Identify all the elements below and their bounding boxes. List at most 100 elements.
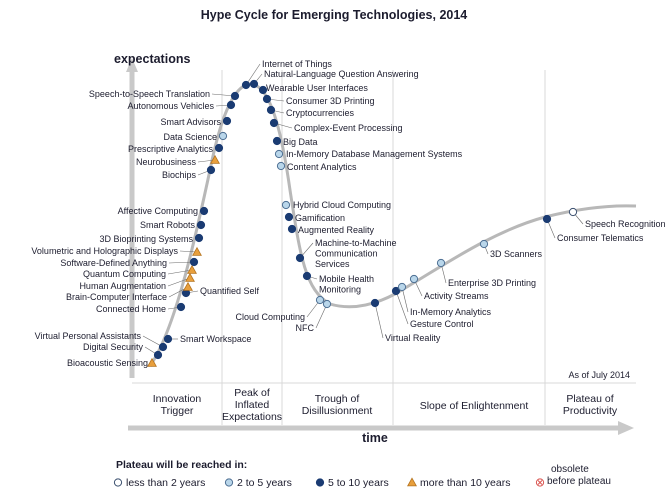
tech-label-volumetric-and-holographic-displays: Volumetric and Holographic Displays <box>31 246 178 256</box>
marker-software-defined-anything <box>189 257 199 267</box>
x-axis-label: time <box>362 431 388 445</box>
phase-labels: Innovation Trigger Peak of Inflated Expectat… <box>153 387 618 423</box>
tech-label-cryptocurrencies: Cryptocurrencies <box>286 108 355 118</box>
phase-label-slope-of-enlightenment: Slope of Enlightenment <box>420 400 529 412</box>
technology-markers <box>147 79 578 367</box>
phase-label-innovation-trigger: Innovation Trigger <box>153 393 202 417</box>
tech-label-content-analytics: Content Analytics <box>287 162 357 172</box>
marker-machine-to-machine-communication-services <box>295 253 305 263</box>
leader-software-defined-anything <box>168 261 195 264</box>
tech-label-consumer-3d-printing: Consumer 3D Printing <box>286 96 375 106</box>
marker-augmented-reality <box>287 224 297 234</box>
tech-label-biochips: Biochips <box>162 170 197 180</box>
tech-label-neurobusiness: Neurobusiness <box>136 157 197 167</box>
legend-label-gt10: more than 10 years <box>420 477 510 489</box>
marker-in-memory-database-management-systems <box>274 149 284 159</box>
tech-label-speech-recognition: Speech Recognition <box>585 219 666 229</box>
leader-virtual-reality <box>374 302 384 339</box>
tech-label-in-memory-analytics: In-Memory Analytics <box>410 307 492 317</box>
tech-label-activity-streams: Activity Streams <box>424 291 489 301</box>
tech-label-connected-home: Connected Home <box>96 304 166 314</box>
marker-digital-security <box>153 350 163 360</box>
legend: Plateau will be reached in: less than 2 … <box>113 459 611 489</box>
tech-label-cloud-computing: Cloud Computing <box>235 312 305 322</box>
marker-complex-event-processing <box>269 118 279 128</box>
marker-biochips <box>206 165 216 175</box>
legend-title: Plateau will be reached in: <box>116 459 247 471</box>
marker-content-analytics <box>276 161 286 171</box>
marker-brain-computer-interface <box>183 281 193 291</box>
legend-marker-2to5 <box>224 478 234 487</box>
tech-label-quantified-self: Quantified Self <box>200 286 260 296</box>
marker-prescriptive-analytics <box>214 143 224 153</box>
tech-label-software-defined-anything: Software-Defined Anything <box>60 258 167 268</box>
tech-label-quantum-computing: Quantum Computing <box>83 269 166 279</box>
marker-consumer-telematics <box>542 214 552 224</box>
marker-virtual-personal-assistants <box>158 342 168 352</box>
leader-in-memory-analytics <box>401 286 409 313</box>
marker-smart-robots <box>196 220 206 230</box>
marker-activity-streams <box>409 274 419 284</box>
phase-label-trough-of-disillusionment: Trough of Disillusionment <box>302 393 373 417</box>
marker-virtual-reality <box>370 298 380 308</box>
marker-gesture-control <box>391 286 401 296</box>
leader-internet-of-things <box>245 63 261 86</box>
tech-label-machine-to-machine-communication-services: Machine-to-Machine Communication Services <box>315 238 397 269</box>
tech-label-wearable-user-interfaces: Wearable User Interfaces <box>266 83 368 93</box>
marker-3d-scanners <box>479 239 489 249</box>
marker-data-science <box>218 131 228 141</box>
tech-label-nfc: NFC <box>296 323 315 333</box>
tech-label-digital-security: Digital Security <box>83 342 144 352</box>
leader-gesture-control <box>395 290 409 325</box>
tech-label-consumer-telematics: Consumer Telematics <box>557 233 644 243</box>
tech-label-virtual-reality: Virtual Reality <box>385 333 441 343</box>
marker-cryptocurrencies <box>266 105 276 115</box>
marker-internet-of-things <box>241 80 251 90</box>
tech-label-speech-to-speech-translation: Speech-to-Speech Translation <box>89 89 210 99</box>
chart-title: Hype Cycle for Emerging Technologies, 20… <box>201 8 468 22</box>
legend-label-lt2: less than 2 years <box>126 477 205 489</box>
tech-label-gesture-control: Gesture Control <box>410 319 474 329</box>
tech-label-smart-workspace: Smart Workspace <box>180 334 251 344</box>
tech-label-data-science: Data Science <box>163 132 217 142</box>
marker-natural-language-question-answering <box>249 79 259 89</box>
leader-quantum-computing <box>167 269 193 275</box>
leader-human-augmentation <box>167 277 191 287</box>
marker-smart-advisors <box>222 116 232 126</box>
marker-connected-home <box>176 302 186 312</box>
obsolete-cross-mark <box>537 480 543 485</box>
tech-label-3d-bioprinting-systems: 3D Bioprinting Systems <box>99 234 193 244</box>
marker-consumer-3d-printing <box>262 94 272 104</box>
tech-label-in-memory-database-management-systems: In-Memory Database Management Systems <box>286 149 463 159</box>
legend-label-5to10: 5 to 10 years <box>328 477 389 489</box>
tech-label-virtual-personal-assistants: Virtual Personal Assistants <box>35 331 142 341</box>
marker-gamification <box>284 212 294 222</box>
tech-label-big-data: Big Data <box>283 137 318 147</box>
tech-label-complex-event-processing: Complex-Event Processing <box>294 123 403 133</box>
marker-volumetric-and-holographic-displays <box>192 246 202 256</box>
leader-nfc <box>315 303 328 329</box>
tech-label-internet-of-things: Internet of Things <box>262 59 332 69</box>
legend-marker-lt2 <box>113 478 123 487</box>
legend-marker-gt10 <box>407 477 417 487</box>
tech-label-bioacoustic-sensing: Bioacoustic Sensing <box>67 358 148 368</box>
marker-speech-recognition <box>568 207 578 217</box>
tech-label-enterprise-3d-printing: Enterprise 3D Printing <box>448 278 536 288</box>
y-axis-label: expectations <box>114 52 190 66</box>
marker-human-augmentation <box>185 272 195 282</box>
tech-label-augmented-reality: Augmented Reality <box>298 225 375 235</box>
legend-marker-5to10 <box>315 478 325 487</box>
marker-hybrid-cloud-computing <box>281 200 291 210</box>
tech-label-hybrid-cloud-computing: Hybrid Cloud Computing <box>293 200 391 210</box>
legend-label-2to5: 2 to 5 years <box>237 477 292 489</box>
marker-3d-bioprinting-systems <box>194 233 204 243</box>
tech-label-human-augmentation: Human Augmentation <box>79 281 166 291</box>
marker-cloud-computing <box>315 295 325 305</box>
phase-label-peak-of-inflated-expectations: Peak of Inflated Expectations <box>222 387 282 423</box>
phase-label-plateau-of-productivity: Plateau of Productivity <box>563 393 618 417</box>
tech-label-affective-computing: Affective Computing <box>118 206 198 216</box>
tech-label-prescriptive-analytics: Prescriptive Analytics <box>128 144 214 154</box>
phase-dividers <box>221 70 546 425</box>
tech-label-autonomous-vehicles: Autonomous Vehicles <box>127 101 214 111</box>
